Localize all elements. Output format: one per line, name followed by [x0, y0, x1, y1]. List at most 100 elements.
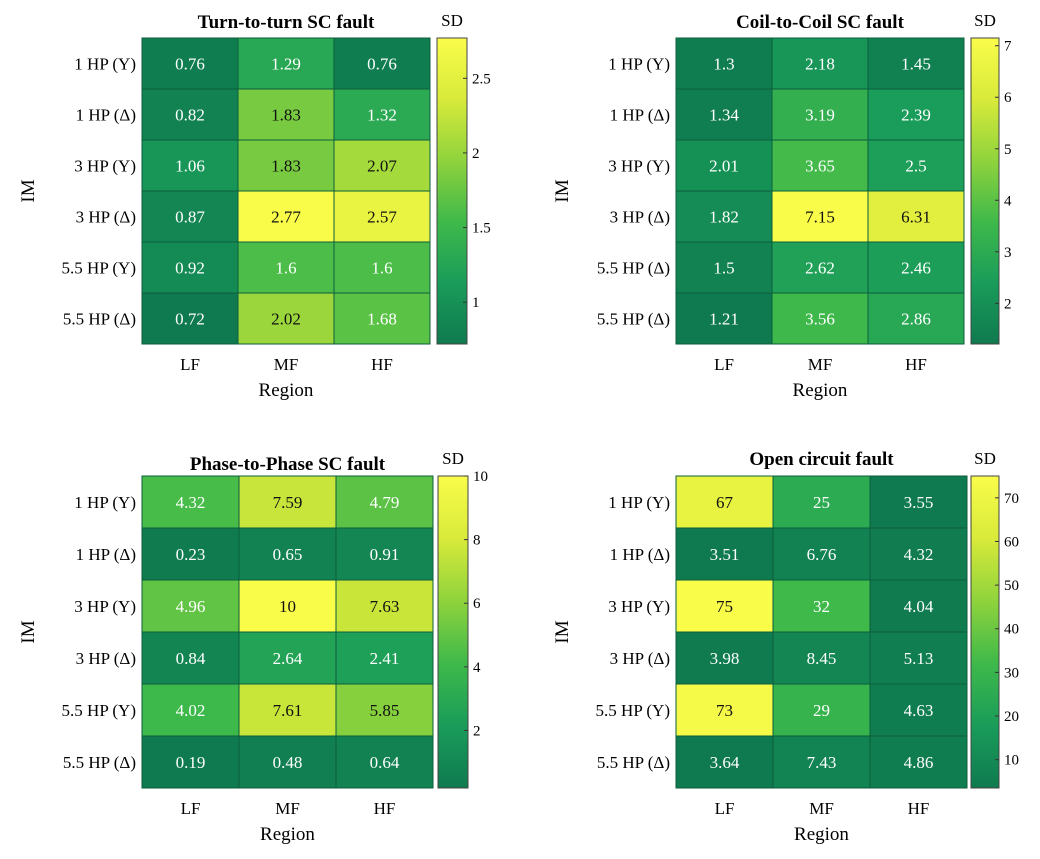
- heatmap-cell: [141, 631, 240, 685]
- x-tick-label: MF: [274, 355, 299, 374]
- colorbar-tick-label: 1: [472, 295, 480, 311]
- colorbar: [970, 37, 1000, 345]
- cell-value-label: 0.82: [175, 106, 205, 125]
- heatmap-cell: [772, 683, 871, 737]
- heatmap-cell: [141, 735, 240, 789]
- cell-value-label: 7.15: [805, 208, 835, 227]
- colorbar-tick-label: 1.5: [472, 221, 491, 237]
- heatmap-cell: [771, 241, 869, 294]
- colorbar-label: SD: [974, 449, 996, 468]
- cell-value-label: 3.51: [710, 545, 740, 564]
- heatmap-cell: [141, 190, 239, 243]
- cell-value-label: 5.85: [370, 701, 400, 720]
- cell-value-label: 4.63: [904, 701, 934, 720]
- heatmap-cell: [675, 579, 774, 633]
- heatmap-cell: [771, 292, 869, 345]
- cell-value-label: 3.64: [710, 753, 740, 772]
- heatmap-cell: [869, 579, 968, 633]
- y-tick-label: 5.5 HP (Δ): [597, 753, 670, 772]
- cell-value-label: 0.48: [273, 753, 303, 772]
- cell-value-label: 7.59: [273, 493, 303, 512]
- colorbar-tick-label: 7: [1004, 39, 1012, 55]
- heatmap-cell: [675, 527, 774, 581]
- heatmap-cell: [771, 190, 869, 243]
- y-axis-label: IM: [552, 620, 573, 643]
- heatmap-cell: [141, 683, 240, 737]
- cell-value-label: 2.86: [901, 310, 931, 329]
- plot-frame: [675, 37, 965, 345]
- heatmap-cell: [867, 190, 965, 243]
- colorbar-tick-label: 2: [1004, 296, 1012, 312]
- y-tick-label: 3 HP (Y): [74, 597, 136, 616]
- cell-value-label: 2.57: [367, 208, 397, 227]
- cell-value-label: 67: [716, 493, 734, 512]
- cell-value-label: 2.5: [905, 157, 926, 176]
- heatmap-cell: [869, 475, 968, 529]
- chart-title: Turn-to-turn SC fault: [198, 12, 375, 33]
- y-tick-label: 3 HP (Δ): [610, 649, 670, 668]
- y-tick-label: 5.5 HP (Y): [62, 259, 136, 278]
- y-tick-label: 1 HP (Y): [74, 55, 136, 74]
- heatmap-cell: [141, 37, 239, 90]
- cell-value-label: 4.32: [176, 493, 206, 512]
- cell-value-label: 3.56: [805, 310, 835, 329]
- y-tick-label: 3 HP (Δ): [610, 208, 670, 227]
- heatmap-cell: [675, 88, 773, 141]
- cell-value-label: 1.29: [271, 55, 301, 74]
- heatmap-cell: [238, 475, 337, 529]
- x-tick-label: HF: [905, 355, 927, 374]
- colorbar-tick-label: 2: [473, 723, 481, 739]
- y-tick-label: 1 HP (Δ): [76, 106, 136, 125]
- cell-value-label: 75: [716, 597, 733, 616]
- y-tick-label: 1 HP (Y): [74, 493, 136, 512]
- y-tick-label: 1 HP (Δ): [610, 545, 670, 564]
- cell-value-label: 1.6: [275, 259, 296, 278]
- heatmap-cell: [772, 631, 871, 685]
- heatmap-cell: [335, 683, 434, 737]
- cell-value-label: 1.82: [709, 208, 739, 227]
- y-tick-label: 5.5 HP (Δ): [597, 259, 670, 278]
- heatmap-cell: [335, 475, 434, 529]
- cell-value-label: 2.18: [805, 55, 835, 74]
- cell-value-label: 0.72: [175, 310, 205, 329]
- colorbar-label: SD: [442, 449, 464, 468]
- x-axis-label: Region: [260, 824, 315, 845]
- heatmap-panel: Open circuit fault 67 25 3.55 3.51 6.76 4.32 75…: [552, 449, 1019, 845]
- y-axis-label: IM: [552, 179, 573, 202]
- cell-value-label: 7.43: [807, 753, 837, 772]
- x-tick-label: MF: [275, 799, 300, 818]
- heatmap-cell: [771, 139, 869, 192]
- cell-value-label: 10: [279, 597, 296, 616]
- colorbar-tick-label: 4: [1004, 193, 1012, 209]
- chart-title: Coil-to-Coil SC fault: [736, 12, 905, 33]
- x-tick-label: HF: [371, 355, 393, 374]
- y-tick-label: 3 HP (Y): [608, 157, 670, 176]
- cell-value-label: 0.92: [175, 259, 205, 278]
- heatmap-cell: [141, 579, 240, 633]
- y-tick-label: 3 HP (Δ): [76, 649, 136, 668]
- x-tick-label: LF: [715, 799, 735, 818]
- heatmap-cell: [772, 527, 871, 581]
- heatmap-cell: [771, 88, 869, 141]
- colorbar-tick-label: 30: [1004, 665, 1019, 681]
- heatmap-cell: [238, 631, 337, 685]
- x-tick-label: MF: [808, 355, 833, 374]
- heatmap-cell: [238, 527, 337, 581]
- cell-value-label: 1.34: [709, 106, 739, 125]
- cell-value-label: 0.64: [370, 753, 400, 772]
- cell-value-label: 2.77: [271, 208, 301, 227]
- colorbar-tick-label: 2: [472, 146, 480, 162]
- heatmap-cell: [675, 292, 773, 345]
- heatmap-cell: [867, 292, 965, 345]
- plot-frame: [141, 475, 434, 789]
- y-tick-label: 5.5 HP (Y): [62, 701, 136, 720]
- cell-value-label: 1.6: [371, 259, 392, 278]
- heatmap-cell: [869, 683, 968, 737]
- y-tick-label: 5.5 HP (Y): [596, 701, 670, 720]
- heatmap-cell: [335, 527, 434, 581]
- y-tick-label: 1 HP (Y): [608, 493, 670, 512]
- x-tick-label: HF: [374, 799, 396, 818]
- cell-value-label: 4.86: [904, 753, 934, 772]
- heatmap-panel: Turn-to-turn SC fault 0.76 1.29 0.76 0.82 1.8…: [18, 11, 491, 401]
